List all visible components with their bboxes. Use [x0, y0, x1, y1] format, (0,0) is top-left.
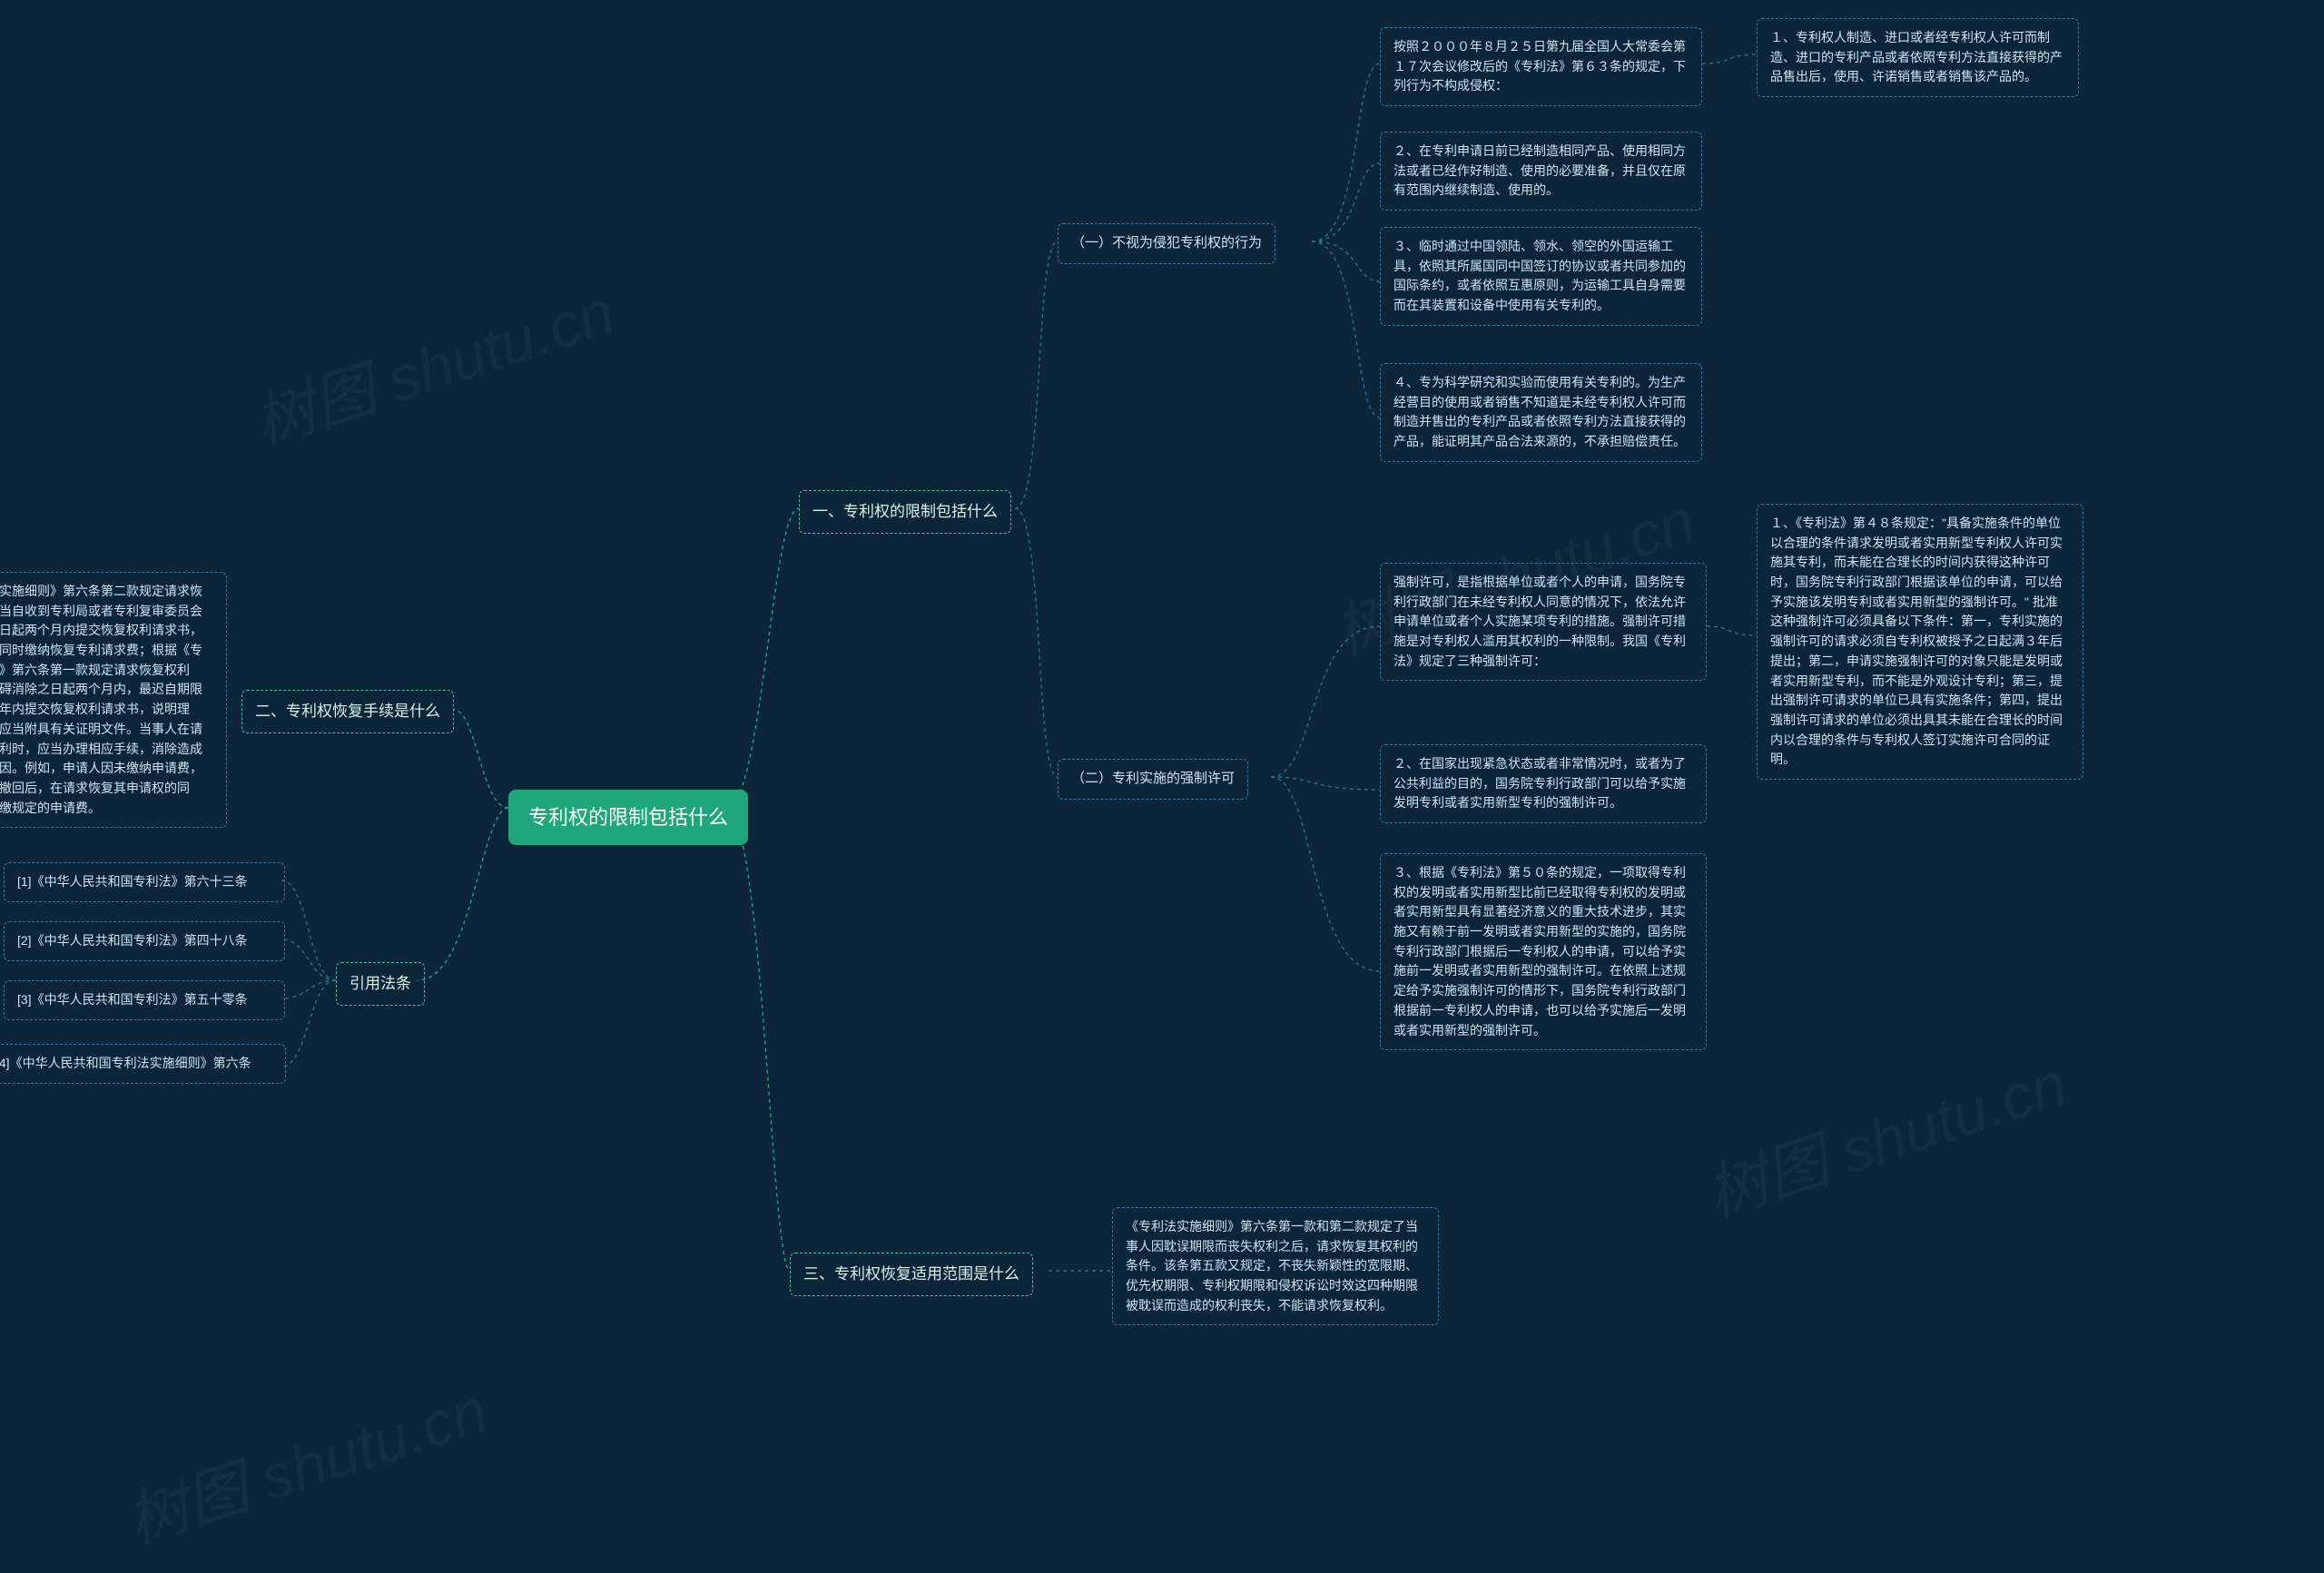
section-1a-item-1: １、专利权人制造、进口或者经专利权人许可而制造、进口的专利产品或者依照专利方法直…: [1757, 18, 2079, 97]
section-1b-intro: 强制许可，是指根据单位或者个人的申请，国务院专利行政部门在未经专利权人同意的情况…: [1380, 563, 1707, 681]
refs[interactable]: 引用法条: [336, 962, 425, 1006]
section-1b-item-2: ２、在国家出现紧急状态或者非常情况时，或者为了公共利益的目的，国务院专利行政部门…: [1380, 744, 1707, 823]
ref-item-4: [4]《中华人民共和国专利法实施细则》第六条: [0, 1044, 286, 1084]
section-1a-item-2: ２、在专利申请日前已经制造相同产品、使用相同方法或者已经作好制造、使用的必要准备…: [1380, 132, 1702, 211]
watermark: 树图 shutu.cn: [241, 262, 624, 463]
ref-item-2: [2]《中华人民共和国专利法》第四十八条: [4, 921, 285, 961]
section-3-paragraph: 《专利法实施细则》第六条第一款和第二款规定了当事人因耽误期限而丧失权利之后，请求…: [1112, 1207, 1439, 1325]
section-1[interactable]: 一、专利权的限制包括什么: [799, 490, 1011, 534]
section-1b-item-3: ３、根据《专利法》第５０条的规定，一项取得专利权的发明或者实用新型比前已经取得专…: [1380, 853, 1707, 1050]
section-1a-item-3: ３、临时通过中国领陆、领水、领空的外国运输工具，依照其所属国同中国签订的协议或者…: [1380, 227, 1702, 326]
section-1b[interactable]: （二）专利实施的强制许可: [1058, 759, 1248, 800]
section-2-paragraph: 根据《专利法实施细则》第六条第二款规定请求恢复权利的，应当自收到专利局或者专利复…: [0, 572, 227, 828]
section-1a-intro: 按照２０００年８月２５日第九届全国人大常委会第１７次会议修改后的《专利法》第６３…: [1380, 27, 1702, 106]
section-1a-item-4: ４、专为科学研究和实验而使用有关专利的。为生产经营目的使用或者销售不知道是未经专…: [1380, 363, 1702, 462]
watermark: 树图 shutu.cn: [1693, 1034, 2076, 1234]
watermark: 树图 shutu.cn: [113, 1361, 497, 1561]
section-1b-item-1: １、《专利法》第４８条规定："具备实施条件的单位以合理的条件请求发明或者实用新型…: [1757, 504, 2083, 780]
ref-item-1: [1]《中华人民共和国专利法》第六十三条: [4, 862, 285, 902]
section-1a[interactable]: （一）不视为侵犯专利权的行为: [1058, 223, 1275, 264]
section-2[interactable]: 二、专利权恢复手续是什么: [241, 690, 454, 733]
root-node[interactable]: 专利权的限制包括什么: [508, 790, 748, 845]
ref-item-3: [3]《中华人民共和国专利法》第五十零条: [4, 980, 285, 1020]
section-3[interactable]: 三、专利权恢复适用范围是什么: [790, 1253, 1033, 1296]
